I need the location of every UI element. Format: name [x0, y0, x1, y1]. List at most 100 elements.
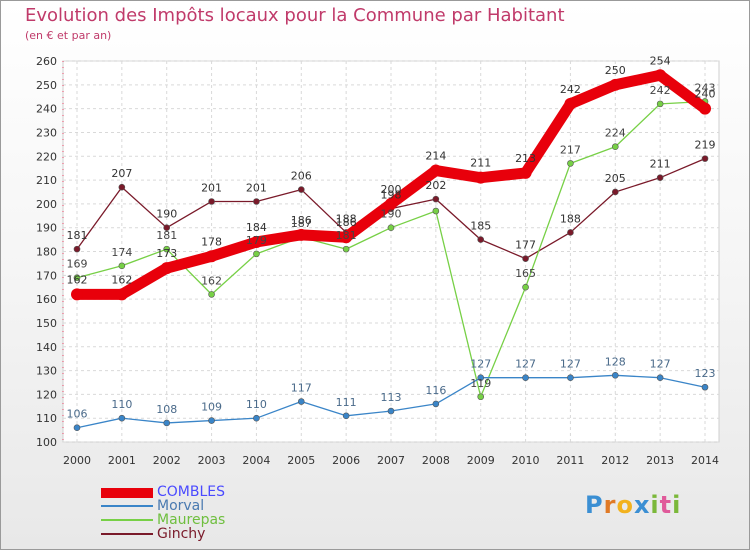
data-label-maurepas: 190	[381, 208, 402, 221]
data-point-combles	[250, 235, 263, 248]
x-tick-label: 2010	[512, 454, 540, 467]
data-label-ginchy: 202	[425, 179, 446, 192]
data-point-combles	[115, 288, 128, 301]
data-label-morval: 109	[201, 401, 222, 414]
x-tick-label: 2008	[422, 454, 450, 467]
data-point-morval	[701, 383, 709, 391]
x-tick-label: 2003	[198, 454, 226, 467]
x-tick-label: 2000	[63, 454, 91, 467]
data-label-morval: 127	[560, 358, 581, 371]
data-label-ginchy: 190	[156, 208, 177, 221]
data-label-ginchy: 177	[515, 239, 536, 252]
data-point-combles	[385, 197, 397, 210]
data-label-maurepas: 179	[246, 234, 267, 247]
data-point-combles	[205, 250, 218, 263]
data-point-combles	[654, 69, 667, 82]
data-label-maurepas: 217	[560, 143, 581, 156]
y-tick-label: 110	[36, 412, 57, 425]
x-tick-label: 2011	[556, 454, 584, 467]
data-point-maurepas	[73, 274, 81, 281]
data-label-morval: 117	[291, 382, 312, 395]
data-label-combles: 178	[201, 235, 222, 248]
x-tick-label: 2009	[467, 454, 495, 467]
y-tick-label: 190	[36, 222, 57, 235]
y-tick-label: 220	[36, 150, 57, 163]
data-point-morval	[208, 417, 215, 424]
data-point-ginchy	[163, 224, 171, 231]
legend-swatch-morval	[101, 505, 153, 507]
data-label-morval: 111	[336, 396, 357, 409]
data-label-ginchy: 188	[336, 212, 357, 225]
data-label-morval: 127	[515, 358, 536, 371]
data-point-maurepas	[656, 100, 664, 108]
y-tick-label: 240	[36, 103, 57, 116]
data-label-combles: 186	[291, 214, 312, 227]
data-point-ginchy	[567, 229, 574, 236]
data-point-morval	[253, 414, 260, 422]
x-tick-label: 2002	[153, 454, 181, 467]
data-point-maurepas	[163, 245, 171, 253]
x-tick-label: 2012	[601, 454, 629, 467]
data-label-combles: 242	[560, 83, 581, 96]
legend-swatch-combles	[101, 488, 153, 498]
data-point-maurepas	[253, 250, 260, 258]
y-tick-label: 230	[36, 126, 57, 139]
data-point-ginchy	[208, 198, 215, 205]
data-label-maurepas: 165	[515, 267, 536, 280]
data-point-combles	[564, 97, 577, 110]
y-tick-label: 200	[36, 198, 57, 211]
data-label-maurepas: 242	[650, 84, 671, 97]
data-point-maurepas	[567, 160, 574, 167]
x-tick-label: 2006	[332, 454, 360, 467]
data-point-maurepas	[522, 283, 529, 291]
y-tick-label: 170	[36, 269, 57, 282]
data-point-morval	[387, 407, 395, 415]
data-label-morval: 110	[111, 398, 132, 411]
y-tick-label: 130	[36, 365, 57, 378]
y-tick-label: 260	[36, 55, 57, 68]
chart-title: Evolution des Impôts locaux pour la Comm…	[25, 5, 565, 26]
data-label-ginchy: 205	[605, 172, 626, 185]
proxiti-logo: Proxiti	[585, 491, 682, 519]
data-point-combles	[340, 231, 353, 244]
data-label-combles: 162	[111, 273, 132, 286]
legend-label-ginchy: Ginchy	[157, 526, 206, 542]
x-tick-label: 2014	[691, 454, 719, 467]
data-point-maurepas	[118, 262, 126, 270]
data-label-combles: 173	[156, 247, 177, 260]
data-point-morval	[73, 424, 81, 432]
data-label-ginchy: 198	[381, 189, 402, 202]
data-label-maurepas: 243	[695, 81, 716, 94]
data-label-maurepas: 187	[291, 217, 312, 230]
data-point-morval	[118, 414, 126, 422]
data-label-morval: 127	[650, 358, 671, 371]
data-point-combles	[519, 166, 532, 179]
data-label-combles: 200	[381, 183, 402, 196]
data-point-morval	[611, 372, 619, 379]
data-label-ginchy: 188	[560, 212, 581, 225]
legend-label-maurepas: Maurepas	[157, 512, 226, 528]
data-point-ginchy	[73, 245, 81, 253]
data-label-combles: 250	[605, 64, 626, 77]
x-tick-label: 2001	[108, 454, 136, 467]
x-tick-label: 2005	[287, 454, 315, 467]
legend-swatch-maurepas	[101, 519, 153, 521]
data-point-morval	[297, 398, 305, 405]
data-label-maurepas: 119	[470, 377, 491, 390]
data-label-morval: 127	[470, 358, 491, 371]
y-tick-label: 210	[36, 174, 57, 187]
data-label-combles: 240	[695, 88, 716, 101]
data-point-combles	[160, 262, 173, 275]
data-point-ginchy	[656, 174, 664, 181]
data-label-maurepas: 181	[156, 229, 177, 242]
chart-subtitle: (en € et par an)	[25, 29, 112, 42]
data-point-maurepas	[611, 143, 619, 151]
data-label-combles: 214	[425, 150, 446, 163]
y-tick-label: 120	[36, 388, 57, 401]
data-point-ginchy	[701, 155, 709, 162]
data-point-morval	[342, 412, 350, 420]
data-label-combles: 162	[67, 273, 88, 286]
data-point-maurepas	[208, 291, 215, 298]
